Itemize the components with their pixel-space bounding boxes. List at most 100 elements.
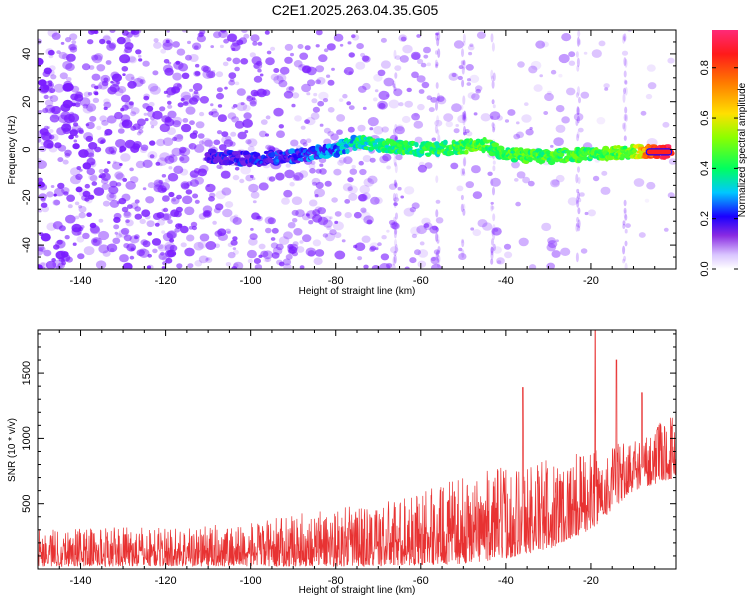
spectrogram-speck bbox=[242, 118, 254, 128]
spectrogram-speck bbox=[477, 219, 488, 228]
spectrogram-speck bbox=[234, 120, 245, 129]
spectrogram-speck bbox=[393, 88, 403, 97]
signal-blob bbox=[235, 155, 241, 159]
spectrogram-speck bbox=[152, 70, 159, 76]
spectrogram-speck bbox=[470, 227, 475, 231]
spectrogram-stripe-speck bbox=[490, 115, 494, 120]
spectrogram-speck bbox=[190, 221, 198, 228]
spectrogram-speck bbox=[78, 188, 89, 197]
spectrogram-speck bbox=[305, 138, 312, 143]
spectrogram-speck bbox=[178, 63, 189, 72]
spectrogram-stripe-speck bbox=[435, 209, 439, 218]
spectrogram-speck bbox=[248, 237, 258, 246]
spectrogram-speck bbox=[237, 131, 247, 140]
spectrogram-speck bbox=[101, 178, 109, 185]
spectrogram-speck bbox=[326, 43, 336, 51]
spectrogram-speck bbox=[78, 149, 89, 158]
spectrogram-stripe-speck bbox=[435, 64, 439, 69]
spectrogram-speck bbox=[198, 255, 209, 264]
spectrogram-speck bbox=[49, 114, 60, 123]
spectrogram-speck bbox=[247, 145, 255, 152]
spectrogram-speck bbox=[69, 33, 78, 41]
spectrogram-speck bbox=[390, 221, 399, 230]
spectrogram-speck bbox=[522, 176, 530, 184]
spectrogram-speck bbox=[271, 227, 279, 234]
spectrogram-speck bbox=[380, 37, 387, 43]
spectrogram-speck bbox=[286, 86, 295, 94]
spectrogram-speck bbox=[88, 142, 98, 150]
spectrogram-speck bbox=[351, 34, 356, 39]
spectrogram-speck bbox=[121, 206, 129, 213]
spectrogram-speck bbox=[198, 140, 205, 145]
spectrogram-stripe-speck bbox=[575, 51, 579, 58]
spectrogram-speck bbox=[114, 111, 123, 120]
spectrogram-speck bbox=[253, 258, 261, 264]
spectrogram-speck bbox=[50, 185, 55, 188]
spectrogram-speck bbox=[114, 171, 124, 180]
spectrogram-speck bbox=[338, 98, 344, 102]
spectrogram-speck bbox=[417, 103, 425, 111]
spectrogram-speck bbox=[181, 30, 188, 33]
spectrogram-speck bbox=[253, 75, 263, 83]
spectrogram-speck bbox=[192, 193, 199, 199]
spectrogram-speck bbox=[232, 247, 237, 251]
spectrogram-speck bbox=[568, 60, 576, 66]
spectrogram-speck bbox=[103, 101, 112, 109]
spectrogram-speck bbox=[256, 215, 262, 220]
spectrogram-speck bbox=[601, 170, 608, 176]
spectrogram-speck bbox=[73, 122, 79, 127]
spectrogram-speck bbox=[448, 72, 459, 81]
spectrogram-speck bbox=[43, 67, 52, 75]
spectrogram-speck bbox=[339, 43, 344, 47]
spectrogram-speck bbox=[250, 34, 260, 42]
spectrogram-speck bbox=[315, 181, 324, 189]
spectrogram-speck bbox=[283, 231, 293, 240]
spectrogram-stripe-speck bbox=[461, 239, 465, 248]
spectrogram-speck bbox=[130, 30, 140, 36]
spectrogram-speck bbox=[213, 31, 222, 39]
spectrogram-speck bbox=[167, 110, 177, 119]
spectrogram-speck bbox=[157, 219, 165, 226]
spectrogram-x-tick: -100 bbox=[240, 30, 262, 287]
spectrogram-speck bbox=[132, 123, 141, 130]
spectrogram-y-tick-label: 0 bbox=[21, 146, 33, 152]
spectrogram-stripe-speck bbox=[393, 86, 397, 92]
spectrogram-speck bbox=[138, 129, 144, 134]
spectrogram-speck bbox=[621, 50, 629, 56]
spectrogram-speck bbox=[47, 49, 55, 56]
spectrogram-speck bbox=[550, 179, 560, 188]
spectrogram-speck bbox=[386, 263, 396, 269]
spectrogram-speck bbox=[110, 71, 120, 79]
spectrogram-speck bbox=[225, 262, 232, 267]
spectrogram-speck bbox=[169, 238, 175, 243]
spectrogram-speck bbox=[227, 34, 237, 42]
spectrogram-speck bbox=[148, 101, 155, 107]
spectrogram-stripe-speck bbox=[576, 188, 580, 194]
spectrogram-speck bbox=[325, 232, 335, 242]
spectrogram-speck bbox=[230, 239, 238, 246]
spectrogram-speck bbox=[436, 96, 447, 105]
spectrogram-speck bbox=[82, 190, 91, 198]
spectrogram-speck bbox=[633, 178, 645, 187]
spectrogram-speck bbox=[357, 124, 366, 132]
spectrogram-speck bbox=[278, 236, 290, 245]
snr-x-tick: -80 bbox=[328, 330, 344, 587]
spectrogram-speck bbox=[193, 45, 199, 50]
spectrogram-speck bbox=[503, 243, 512, 250]
spectrogram-speck bbox=[62, 121, 71, 128]
spectrogram-speck bbox=[334, 211, 342, 217]
spectrogram-speck bbox=[346, 101, 352, 106]
spectrogram-speck bbox=[411, 113, 420, 121]
spectrogram-speck bbox=[106, 243, 118, 253]
spectrogram-speck bbox=[208, 196, 215, 202]
spectrogram-speck bbox=[551, 250, 561, 258]
spectrogram-y-tick: 20 bbox=[21, 96, 676, 108]
spectrogram-speck bbox=[82, 162, 92, 170]
spectrogram-speck bbox=[453, 128, 460, 134]
spectrogram-speck bbox=[475, 85, 483, 92]
spectrogram-speck bbox=[225, 228, 231, 234]
spectrogram-speck bbox=[580, 91, 590, 99]
spectrogram-y-tick-label: 20 bbox=[21, 96, 33, 108]
spectrogram-speck bbox=[349, 52, 356, 58]
spectrogram-speck bbox=[65, 256, 73, 263]
